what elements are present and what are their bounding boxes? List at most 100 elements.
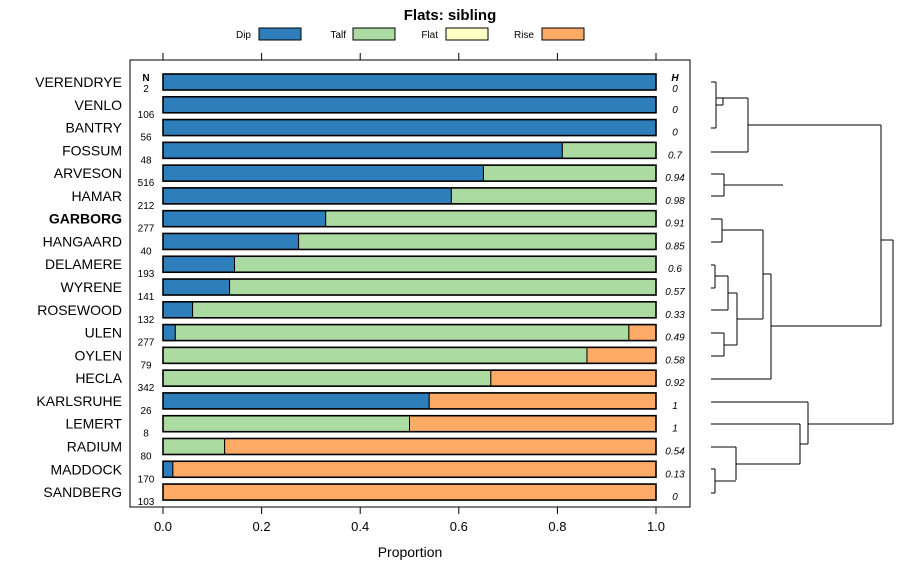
row-h-value: 0.54 [665, 446, 685, 457]
row-label: RADIUM [67, 438, 122, 454]
row-label: VERENDRYE [35, 74, 122, 90]
x-tick-label: 0.0 [154, 519, 172, 534]
legend-swatch [258, 27, 302, 41]
bar-segment-dip [162, 187, 452, 205]
row-h-value: 1 [672, 401, 678, 412]
bar-segment-talf [233, 255, 657, 273]
row-n-value: 80 [140, 451, 152, 462]
row-label: DELAMERE [45, 256, 122, 272]
bar-outline [162, 141, 657, 160]
bar-segment-dip [162, 460, 174, 478]
row-h-value: 0.98 [665, 196, 685, 207]
legend-label: Rise [514, 30, 534, 41]
x-tick-label: 0.8 [548, 519, 566, 534]
x-tick-label: 0.2 [253, 519, 271, 534]
bar-segment-talf [162, 437, 226, 455]
x-tick-label: 0.4 [351, 519, 369, 534]
row-label: HANGAARD [43, 233, 122, 249]
row-h-value: 0 [672, 128, 678, 139]
row-h-value: 0 [672, 105, 678, 116]
row-n-value: 56 [140, 133, 152, 144]
row-label: LEMERT [65, 416, 122, 432]
bar-segment-talf [298, 232, 657, 250]
bar-segment-dip [162, 210, 327, 228]
bar-outline [162, 414, 657, 433]
row-label: VENLO [75, 97, 123, 113]
bar-segment-talf [174, 324, 630, 342]
bar-segment-dip [162, 255, 235, 273]
row-n-value: 277 [138, 338, 155, 349]
row-label: WYRENE [61, 279, 122, 295]
row-label: BANTRY [65, 120, 122, 136]
bar-segment-talf [229, 278, 657, 296]
row-n-value: 141 [138, 292, 155, 303]
bar-outline [162, 187, 657, 205]
legend-swatch [352, 27, 396, 41]
row-n-value: 8 [143, 429, 149, 440]
row-label: GARBORG [49, 211, 122, 227]
row-n-value: 40 [140, 246, 152, 257]
bar-segment-dip [162, 119, 657, 137]
legend-swatch [541, 27, 585, 41]
row-h-value: 0.57 [665, 287, 685, 298]
row-n-value: 132 [138, 315, 155, 326]
row-n-value: 193 [138, 269, 155, 280]
row-label: HECLA [75, 370, 122, 386]
row-h-value: 0.33 [665, 310, 685, 321]
row-h-value: 1 [672, 424, 678, 435]
row-h-value: 0.58 [665, 355, 685, 366]
bar-segment-dip [162, 141, 563, 159]
bar-segment-talf [162, 346, 588, 364]
bar-outline [162, 460, 657, 479]
legend-label: Dip [236, 30, 251, 41]
row-n-value: 103 [138, 497, 155, 508]
bar-segment-rise [409, 415, 657, 433]
row-label: MADDOCK [50, 461, 122, 477]
bar-outline [162, 369, 657, 387]
bar-segment-talf [482, 164, 657, 182]
row-label: ARVESON [54, 165, 122, 181]
row-label: HAMAR [71, 188, 122, 204]
bar-segment-rise [172, 460, 657, 478]
plot-frame [129, 59, 691, 508]
bar-outline [162, 118, 657, 137]
row-h-value: 0.92 [665, 378, 685, 389]
row-h-value: 0.94 [665, 173, 685, 184]
bar-outline [162, 346, 657, 365]
bar-outline [162, 209, 657, 228]
bar-segment-talf [450, 187, 657, 205]
row-n-value: 106 [138, 110, 155, 121]
x-tick-label: 1.0 [647, 519, 665, 534]
row-h-value: 0.85 [665, 241, 685, 252]
bar-segment-talf [162, 369, 492, 387]
bar-outline [162, 392, 657, 410]
row-h-value: 0.91 [665, 219, 684, 230]
bar-segment-dip [162, 96, 657, 114]
bar-segment-dip [162, 164, 484, 182]
bar-segment-dip [162, 392, 430, 410]
row-label: ULEN [85, 325, 122, 341]
bar-outline [162, 255, 657, 274]
bar-segment-rise [490, 369, 657, 387]
row-label: OYLEN [75, 347, 122, 363]
bar-segment-dip [162, 324, 176, 342]
bar-segment-rise [428, 392, 657, 410]
row-label: FOSSUM [62, 142, 122, 158]
bar-outline [162, 483, 657, 501]
legend-label: Talf [330, 30, 346, 41]
row-h-value: 0.7 [668, 150, 682, 161]
bar-outline [162, 164, 657, 182]
bar-segment-talf [561, 141, 657, 159]
bar-segment-dip [162, 301, 194, 319]
bar-outline [162, 300, 657, 319]
bar-outline [162, 232, 657, 251]
row-n-value: 212 [138, 201, 155, 212]
bar-segment-dip [162, 232, 300, 250]
row-n-value: 2 [143, 84, 149, 95]
x-axis-label: Proportion [378, 544, 443, 560]
row-h-value: 0.49 [665, 333, 685, 344]
bar-segment-dip [162, 73, 657, 91]
bar-segment-dip [162, 278, 231, 296]
bar-outline [162, 278, 657, 296]
bar-outline [162, 437, 657, 456]
